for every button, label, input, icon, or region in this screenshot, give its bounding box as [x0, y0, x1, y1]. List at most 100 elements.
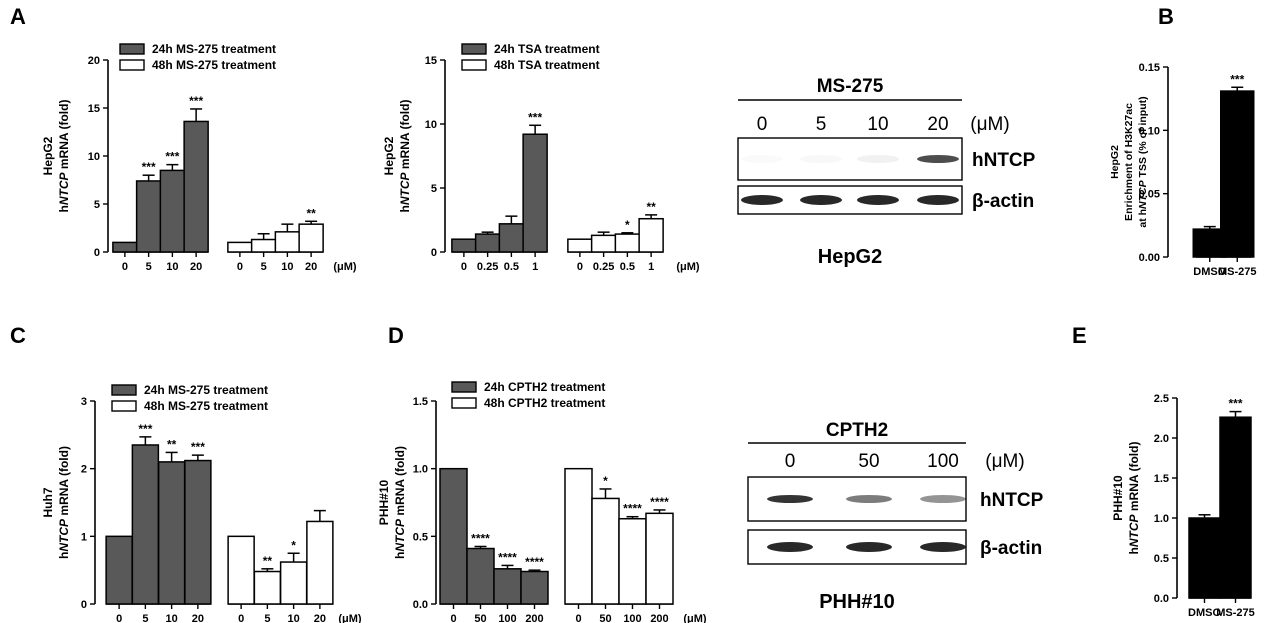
x-tick-label: 0.5 — [504, 261, 519, 273]
x-tick-label: 0.5 — [620, 261, 635, 273]
y-tick-label: 0.0 — [1154, 593, 1169, 605]
bar — [279, 561, 308, 605]
significance-label: **** — [498, 550, 517, 564]
x-tick-label: 10 — [166, 261, 178, 273]
legend-label: 48h MS-275 treatment — [144, 399, 268, 413]
legend-label: 24h TSA treatment — [494, 42, 600, 56]
y-tick-label: 0.15 — [1139, 62, 1160, 74]
y-axis-label: hNTCP mRNA (fold) — [398, 100, 412, 213]
legend-label: 24h CPTH2 treatment — [484, 380, 605, 394]
bar — [131, 444, 160, 605]
bar — [638, 217, 664, 253]
x-tick-label: 0 — [122, 261, 128, 273]
x-tick-label: MS-275 — [1218, 266, 1257, 278]
bar — [474, 233, 501, 253]
legend-label: 48h CPTH2 treatment — [484, 396, 605, 410]
y-axis-label: HepG2 — [41, 136, 55, 175]
significance-label: *** — [165, 150, 179, 164]
bar — [274, 231, 301, 253]
blot-cell-line-label: PHH#10 — [819, 591, 895, 613]
bar — [498, 223, 525, 253]
x-tick-label: 1 — [648, 261, 654, 273]
y-axis-label: Huh7 — [41, 487, 55, 517]
y-tick-label: 5 — [94, 199, 100, 211]
x-tick-label: 0 — [575, 613, 581, 623]
significance-label: **** — [650, 495, 669, 509]
significance-label: *** — [189, 94, 203, 108]
y-axis-label: Enrichment of H3K27ac — [1123, 103, 1135, 221]
bar — [227, 241, 253, 253]
x-tick-label: 0 — [238, 613, 244, 623]
bar — [645, 512, 674, 605]
significance-label: *** — [191, 440, 205, 454]
blot-band — [767, 495, 813, 503]
x-tick-label: MS-275 — [1216, 607, 1255, 619]
blot-band — [917, 195, 959, 205]
blot-band — [767, 542, 813, 552]
x-tick-label: 0 — [237, 261, 243, 273]
significance-label: *** — [138, 422, 152, 436]
panel-label: E — [1072, 323, 1087, 348]
bar — [1188, 517, 1221, 599]
legend-swatch — [451, 381, 477, 393]
blot-concentration-label: 10 — [867, 114, 888, 135]
significance-label: ** — [646, 200, 656, 214]
y-tick-label: 1.5 — [1154, 473, 1169, 485]
x-tick-label: 100 — [498, 613, 516, 623]
bar — [466, 547, 495, 605]
blot-band — [800, 155, 842, 163]
bar — [1220, 90, 1255, 258]
y-axis-label: hNTCP mRNA (fold) — [57, 100, 71, 213]
blot-cell-line-label: HepG2 — [818, 246, 882, 268]
y-axis-label: PHH#10 — [1111, 475, 1125, 521]
blot-band — [846, 495, 892, 503]
legend-label: 48h TSA treatment — [494, 58, 600, 72]
bar — [618, 517, 647, 605]
blot-band — [917, 155, 959, 163]
blot-concentration-label: 5 — [816, 114, 827, 135]
y-tick-label: 2.5 — [1154, 393, 1169, 405]
x-tick-label: DMSO — [1193, 266, 1226, 278]
blot-row-label: hNTCP — [972, 150, 1036, 171]
x-tick-label: 1 — [532, 261, 538, 273]
bar — [493, 568, 522, 605]
legend-swatch — [461, 59, 487, 71]
bar — [522, 133, 548, 253]
blot-concentration-label: 0 — [785, 451, 796, 472]
x-tick-label: 50 — [474, 613, 486, 623]
y-tick-label: 0.10 — [1139, 125, 1160, 137]
y-tick-label: 3 — [81, 396, 87, 408]
bar — [298, 223, 324, 253]
bar — [159, 169, 186, 253]
x-tick-label: 0.25 — [593, 261, 614, 273]
y-axis-label: hNTCP mRNA (fold) — [393, 446, 407, 559]
y-tick-label: 5 — [431, 183, 437, 195]
x-unit-label: (μM) — [683, 613, 707, 623]
y-axis-label: hNTCP mRNA (fold) — [1127, 442, 1141, 555]
y-tick-label: 0 — [431, 247, 437, 259]
x-tick-label: 10 — [281, 261, 293, 273]
x-tick-label: 5 — [146, 261, 152, 273]
x-tick-label: 20 — [190, 261, 202, 273]
y-tick-label: 0.5 — [413, 531, 428, 543]
y-tick-label: 2 — [81, 464, 87, 476]
western-blot-hepg2: MS-275 0 5 10 20 (μM) hNTCP β-actin HepG2 — [737, 76, 1036, 268]
x-tick-label: 20 — [314, 613, 326, 623]
panel-label: A — [10, 4, 26, 29]
y-tick-label: 10 — [425, 119, 437, 131]
y-tick-label: 1.5 — [413, 396, 428, 408]
x-tick-label: 200 — [525, 613, 543, 623]
blot-row-label: β-actin — [980, 538, 1042, 559]
panel-label: D — [388, 323, 404, 348]
y-axis-label: HepG2 — [1109, 145, 1121, 179]
bar — [614, 233, 641, 253]
bar — [184, 459, 212, 605]
x-tick-label: 200 — [650, 613, 668, 623]
x-tick-label: 5 — [142, 613, 148, 623]
significance-label: *** — [1228, 397, 1242, 411]
blot-band — [846, 542, 892, 552]
x-tick-label: 10 — [288, 613, 300, 623]
